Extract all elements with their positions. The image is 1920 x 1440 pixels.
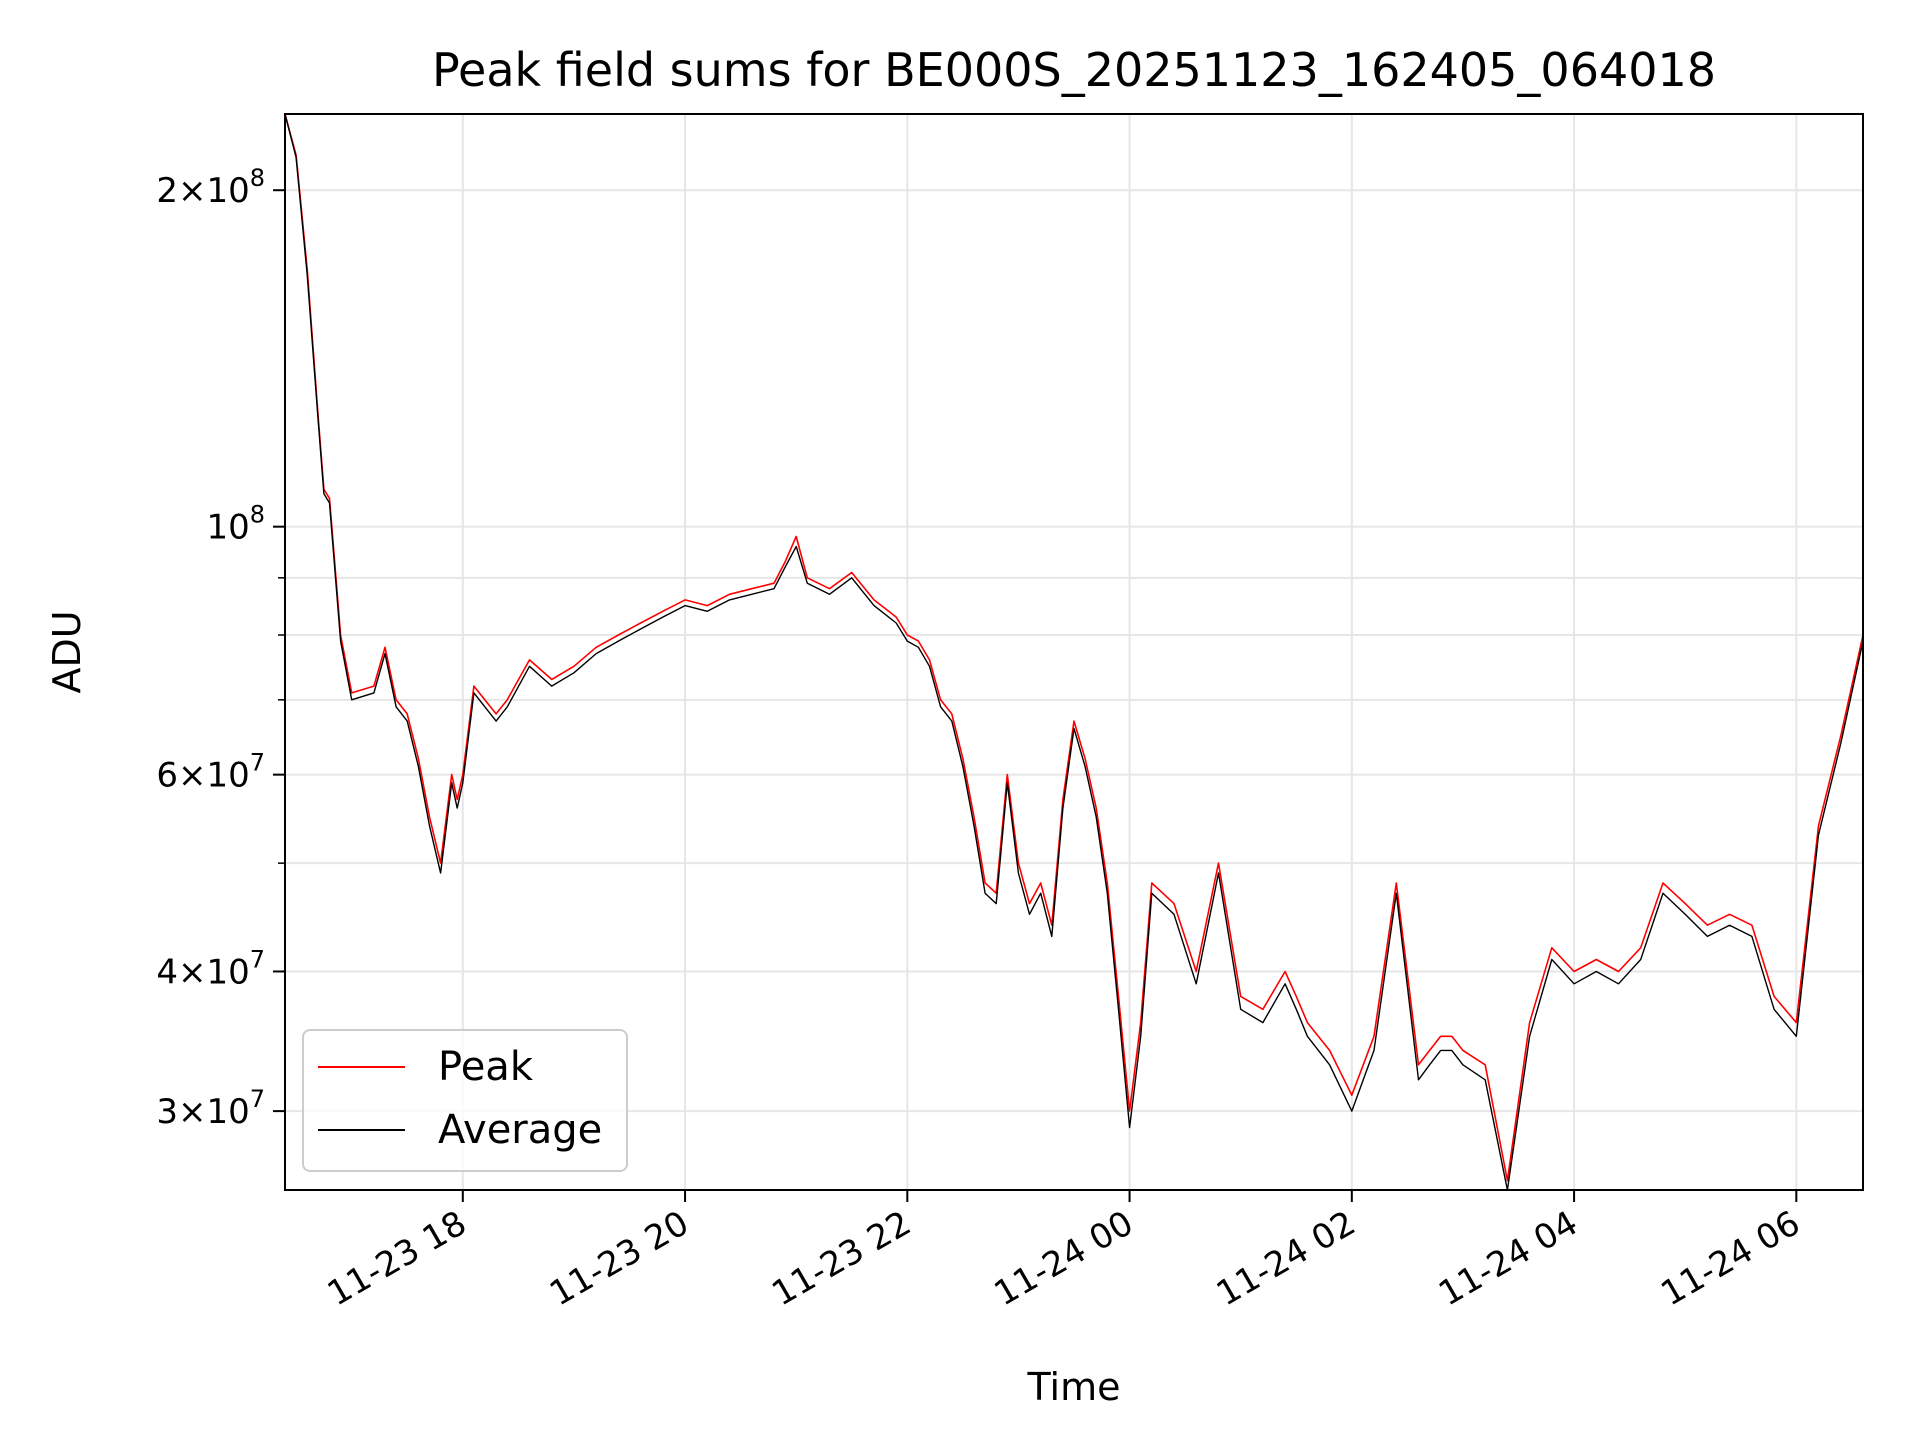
y-tick-label: 2×108 — [156, 164, 265, 211]
legend-box — [302, 1029, 628, 1172]
grid — [285, 114, 1863, 1190]
y-axis-label: ADU — [45, 610, 89, 693]
y-tick-label: 6×107 — [156, 749, 265, 796]
legend: Peak Average — [302, 1029, 628, 1172]
y-tick-label: 108 — [206, 501, 265, 548]
y-tick-label: 3×107 — [156, 1085, 265, 1132]
legend-average-label: Average — [438, 1107, 602, 1153]
series-layer — [284, 113, 1864, 1191]
series-line-average — [284, 113, 1864, 1191]
x-axis-label: Time — [1027, 1365, 1121, 1409]
chart-title: Peak field sums for BE000S_20251123_1624… — [432, 43, 1716, 97]
y-tick-label: 4×107 — [156, 945, 265, 992]
y-axis: 2×108 108 6×107 4×107 3×107 — [156, 164, 285, 1132]
legend-peak-label: Peak — [438, 1044, 534, 1090]
plot-frame — [284, 113, 1864, 1191]
series-line-peak — [284, 113, 1864, 1182]
